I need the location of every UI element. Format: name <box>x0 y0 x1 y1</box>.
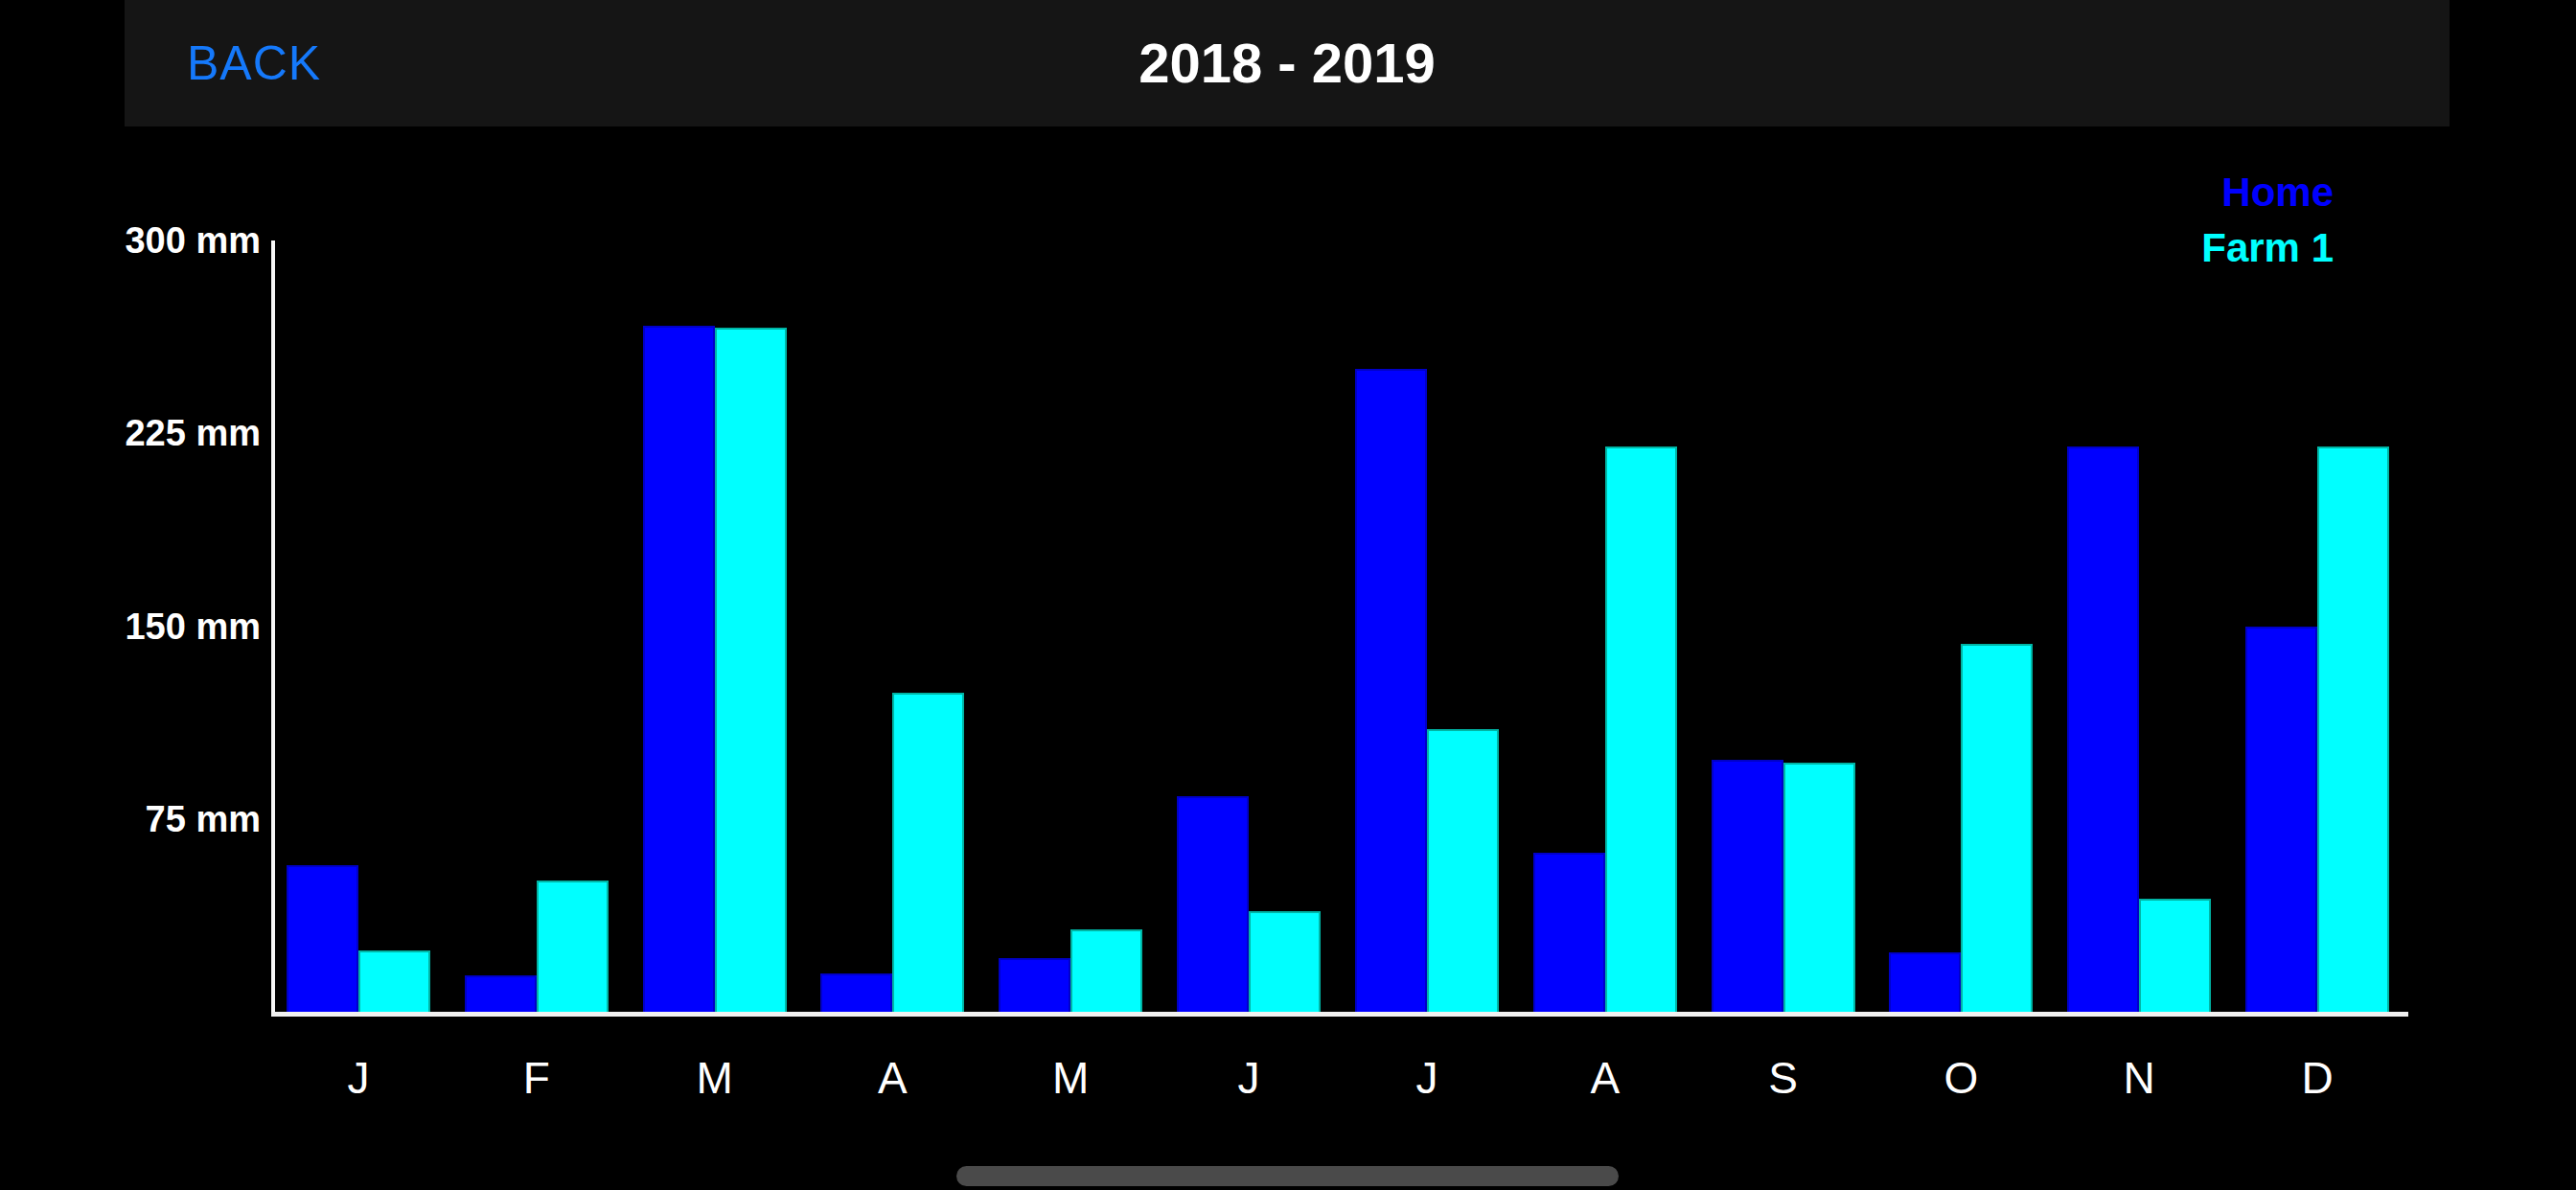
home-indicator[interactable] <box>956 1166 1619 1186</box>
bar-home-month-11 <box>2067 446 2139 1012</box>
bar-farm-1-month-9 <box>1783 763 1855 1012</box>
legend-item-home: Home <box>2201 165 2334 220</box>
x-tick-label-month-5: M <box>1003 1052 1138 1104</box>
x-tick-label-month-12: D <box>2250 1052 2384 1104</box>
x-tick-label-month-1: J <box>291 1052 426 1104</box>
y-axis-line <box>271 240 275 1017</box>
bar-home-month-7 <box>1355 369 1427 1012</box>
bar-home-month-2 <box>465 975 537 1012</box>
bar-home-month-5 <box>999 958 1070 1012</box>
x-tick-label-month-10: O <box>1894 1052 2028 1104</box>
screen: BACK 2018 - 2019 300 mm225 mm150 mm75 mm… <box>0 0 2576 1190</box>
y-tick-label: 300 mm <box>0 219 261 262</box>
x-tick-label-month-4: A <box>825 1052 959 1104</box>
x-axis-line <box>271 1012 2408 1017</box>
bar-farm-1-month-3 <box>715 328 787 1012</box>
bar-farm-1-month-5 <box>1070 929 1142 1012</box>
bar-farm-1-month-1 <box>358 950 430 1012</box>
bar-farm-1-month-7 <box>1427 729 1499 1012</box>
chart-legend: Home Farm 1 <box>2201 165 2334 276</box>
y-tick-label: 225 mm <box>0 412 261 454</box>
bar-farm-1-month-8 <box>1605 446 1677 1012</box>
bar-farm-1-month-6 <box>1249 911 1321 1012</box>
bar-farm-1-month-4 <box>892 693 964 1012</box>
x-tick-label-month-11: N <box>2072 1052 2206 1104</box>
legend-item-farm-1: Farm 1 <box>2201 220 2334 276</box>
x-tick-label-month-7: J <box>1360 1052 1494 1104</box>
x-tick-label-month-8: A <box>1538 1052 1672 1104</box>
rainfall-bar-chart: 300 mm225 mm150 mm75 mm JFMAMJJASOND <box>0 0 2576 1190</box>
bar-home-month-12 <box>2245 627 2317 1013</box>
y-tick-label: 75 mm <box>0 798 261 840</box>
bar-home-month-1 <box>287 865 358 1012</box>
bar-farm-1-month-12 <box>2317 446 2389 1012</box>
y-tick-label: 150 mm <box>0 606 261 648</box>
x-tick-label-month-3: M <box>648 1052 782 1104</box>
bar-farm-1-month-11 <box>2139 899 2211 1012</box>
bar-home-month-3 <box>643 326 715 1012</box>
x-tick-label-month-2: F <box>470 1052 604 1104</box>
bar-home-month-8 <box>1533 853 1605 1012</box>
bar-home-month-10 <box>1889 952 1961 1012</box>
bar-home-month-9 <box>1712 760 1783 1012</box>
bar-farm-1-month-2 <box>537 881 609 1012</box>
x-tick-label-month-9: S <box>1716 1052 1851 1104</box>
bar-farm-1-month-10 <box>1961 644 2033 1012</box>
bar-home-month-6 <box>1177 796 1249 1012</box>
x-tick-label-month-6: J <box>1182 1052 1316 1104</box>
bar-home-month-4 <box>820 973 892 1012</box>
